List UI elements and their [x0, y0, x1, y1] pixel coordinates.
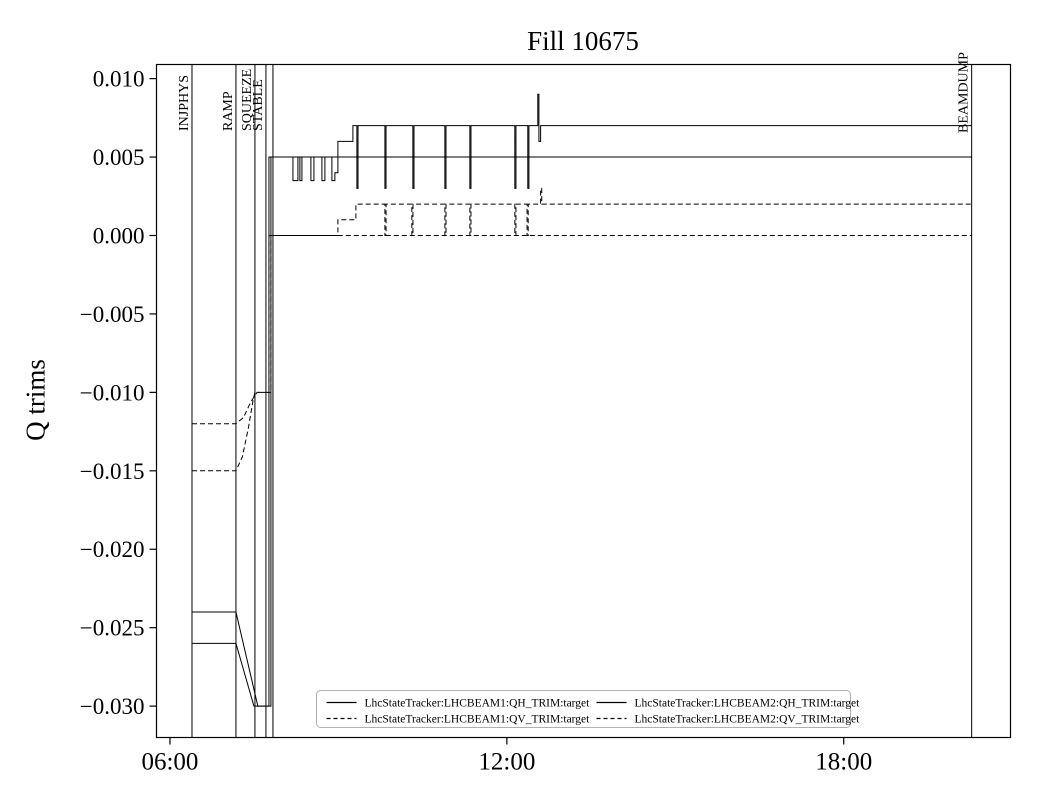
series-line-0 — [191, 156, 972, 707]
state-label: SQUEEZE — [240, 69, 255, 131]
x-tick-label: 18:00 — [815, 749, 872, 776]
x-tick-label: 12:00 — [478, 749, 535, 776]
y-tick-label: −0.010 — [80, 380, 145, 405]
state-label: STABLE — [251, 79, 266, 131]
y-tick-label: −0.020 — [80, 537, 145, 562]
series-line-1 — [191, 235, 972, 425]
y-tick-label: −0.015 — [80, 459, 145, 484]
legend-label: LhcStateTracker:LHCBEAM1:QH_TRIM:target — [365, 698, 591, 710]
x-tick-label: 06:00 — [141, 749, 198, 776]
y-tick-label: 0.005 — [93, 145, 145, 170]
y-tick-label: −0.030 — [80, 694, 145, 719]
state-label: RAMP — [221, 91, 236, 131]
y-tick-label: −0.005 — [80, 302, 145, 327]
series-line-2 — [191, 93, 972, 707]
y-tick-label: 0.010 — [93, 67, 145, 92]
legend-label: LhcStateTracker:LHCBEAM1:QV_TRIM:target — [365, 714, 591, 726]
series-line-3 — [191, 187, 972, 472]
plot-border — [155, 63, 1012, 739]
y-tick-label: −0.025 — [80, 616, 145, 641]
y-axis-label: Q trims — [20, 359, 51, 441]
state-label: BEAMDUMP — [957, 52, 972, 133]
chart-title: Fill 10675 — [527, 26, 639, 56]
legend-label: LhcStateTracker:LHCBEAM2:QV_TRIM:target — [635, 714, 861, 726]
state-label: INJPHYS — [177, 75, 192, 131]
y-tick-label: 0.000 — [93, 223, 145, 248]
legend-box — [316, 690, 851, 728]
legend-label: LhcStateTracker:LHCBEAM2:QH_TRIM:target — [635, 698, 861, 710]
